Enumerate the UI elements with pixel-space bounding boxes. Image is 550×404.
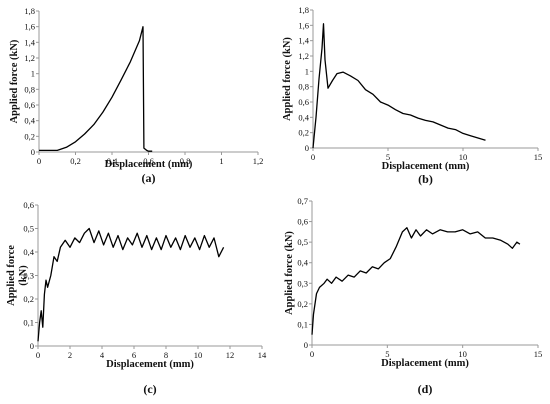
x-tick-label: 12 [226, 350, 235, 360]
x-axis-label: Displacement (mm) [381, 358, 469, 369]
y-tick-label: 1,8 [24, 6, 35, 16]
y-tick-label: 0,8 [298, 82, 309, 92]
y-tick-label: 0,2 [23, 294, 34, 304]
x-tick-label: 14 [258, 350, 267, 360]
y-tick-label: 0,2 [297, 299, 308, 309]
y-axis-label: Applied force(kN) [6, 245, 29, 306]
x-tick-label: 0 [311, 152, 315, 162]
y-tick-label: 1,2 [24, 53, 35, 63]
panel-caption: (a) [142, 171, 156, 185]
x-tick-label: 4 [100, 350, 105, 360]
y-tick-label: 0,4 [23, 247, 34, 257]
y-tick-label: 0,4 [298, 112, 309, 122]
x-tick-label: 5 [385, 349, 389, 359]
x-axis-label: Displacement (mm) [105, 159, 193, 170]
chart-panel-2: 0 2 4 6 8 10 12 14 0 0,1 0,2 0,3 0,4 0,5 0,6 Displaceme… [6, 200, 267, 396]
chart-panel-0: 0 0,2 0,4 0,6 0,8 1 1,2 0 0,2 0,4 0,6 0,8 1 1,2 1,4 1,6… [9, 6, 263, 185]
x-tick-label: 10 [194, 350, 203, 360]
x-tick-label: 15 [534, 152, 543, 162]
y-tick-label: 0 [30, 341, 34, 351]
y-tick-label: 0 [305, 143, 309, 153]
y-tick-label: 0,6 [297, 217, 308, 227]
y-tick-label: 0,2 [298, 128, 309, 138]
y-tick-label: 1,6 [298, 20, 309, 30]
x-tick-label: 2 [68, 350, 72, 360]
series-line-0 [312, 23, 486, 149]
y-tick-label: 0,6 [24, 100, 35, 110]
y-axis-label: Applied force (kN) [284, 231, 295, 315]
y-tick-label: 0,5 [23, 224, 34, 234]
y-tick-label: 0,2 [24, 131, 35, 141]
x-axis-label: Displacement (mm) [382, 161, 470, 172]
y-tick-label: 0,8 [24, 84, 35, 94]
x-axis-label: Displacement (mm) [106, 359, 194, 370]
x-tick-label: 15 [534, 349, 543, 359]
x-tick-label: 0,8 [180, 156, 191, 166]
y-tick-label: 0,6 [298, 97, 309, 107]
x-tick-label: 0,4 [107, 156, 118, 166]
series-line-0 [37, 227, 225, 342]
x-tick-label: 6 [132, 350, 136, 360]
x-tick-label: 10 [458, 349, 467, 359]
chart-panel-1: 0 5 10 15 0 0,2 0,4 0,6 0,8 1 1,2 1,4 1,6 1,8 Displace… [282, 5, 542, 186]
y-tick-label: 1 [31, 69, 35, 79]
x-tick-label: 10 [459, 152, 468, 162]
x-tick-label: 0 [310, 349, 314, 359]
y-tick-label: 0,6 [23, 200, 34, 210]
y-tick-label: 0,3 [23, 271, 34, 281]
y-tick-label: 0,4 [297, 258, 308, 268]
panel-caption: (d) [418, 382, 433, 396]
y-axis-label: Applied force (kN) [9, 39, 20, 123]
panel-caption: (b) [418, 172, 433, 186]
x-tick-label: 0,2 [70, 156, 81, 166]
y-tick-label: 0,1 [23, 318, 34, 328]
series-line-0 [311, 227, 521, 335]
y-tick-label: 0,3 [297, 278, 308, 288]
x-tick-label: 0,6 [143, 156, 154, 166]
y-tick-label: 1,8 [298, 5, 309, 15]
y-tick-label: 0,1 [297, 319, 308, 329]
y-tick-label: 0 [304, 340, 308, 350]
chart-panel-3: 0 5 10 15 0 0,1 0,2 0,3 0,4 0,5 0,6 0,7 Displacement… [284, 196, 542, 396]
x-tick-label: 8 [164, 350, 168, 360]
y-tick-label: 0,4 [24, 116, 35, 126]
x-tick-label: 5 [386, 152, 390, 162]
y-tick-label: 0,5 [297, 237, 308, 247]
y-axis-label: Applied force (kN) [282, 37, 293, 121]
y-tick-label: 1,4 [24, 37, 35, 47]
x-tick-label: 1,2 [253, 156, 264, 166]
y-tick-label: 1,4 [298, 36, 309, 46]
y-tick-label: 0 [31, 147, 35, 157]
x-tick-label: 0 [36, 350, 40, 360]
y-tick-label: 1 [305, 66, 309, 76]
x-tick-label: 1 [219, 156, 223, 166]
x-tick-label: 0 [37, 156, 41, 166]
y-tick-label: 1,2 [298, 51, 309, 61]
series-line-0 [39, 26, 153, 152]
y-tick-label: 1,6 [24, 22, 35, 32]
panel-caption: (c) [143, 382, 156, 396]
y-tick-label: 0,7 [297, 196, 308, 206]
